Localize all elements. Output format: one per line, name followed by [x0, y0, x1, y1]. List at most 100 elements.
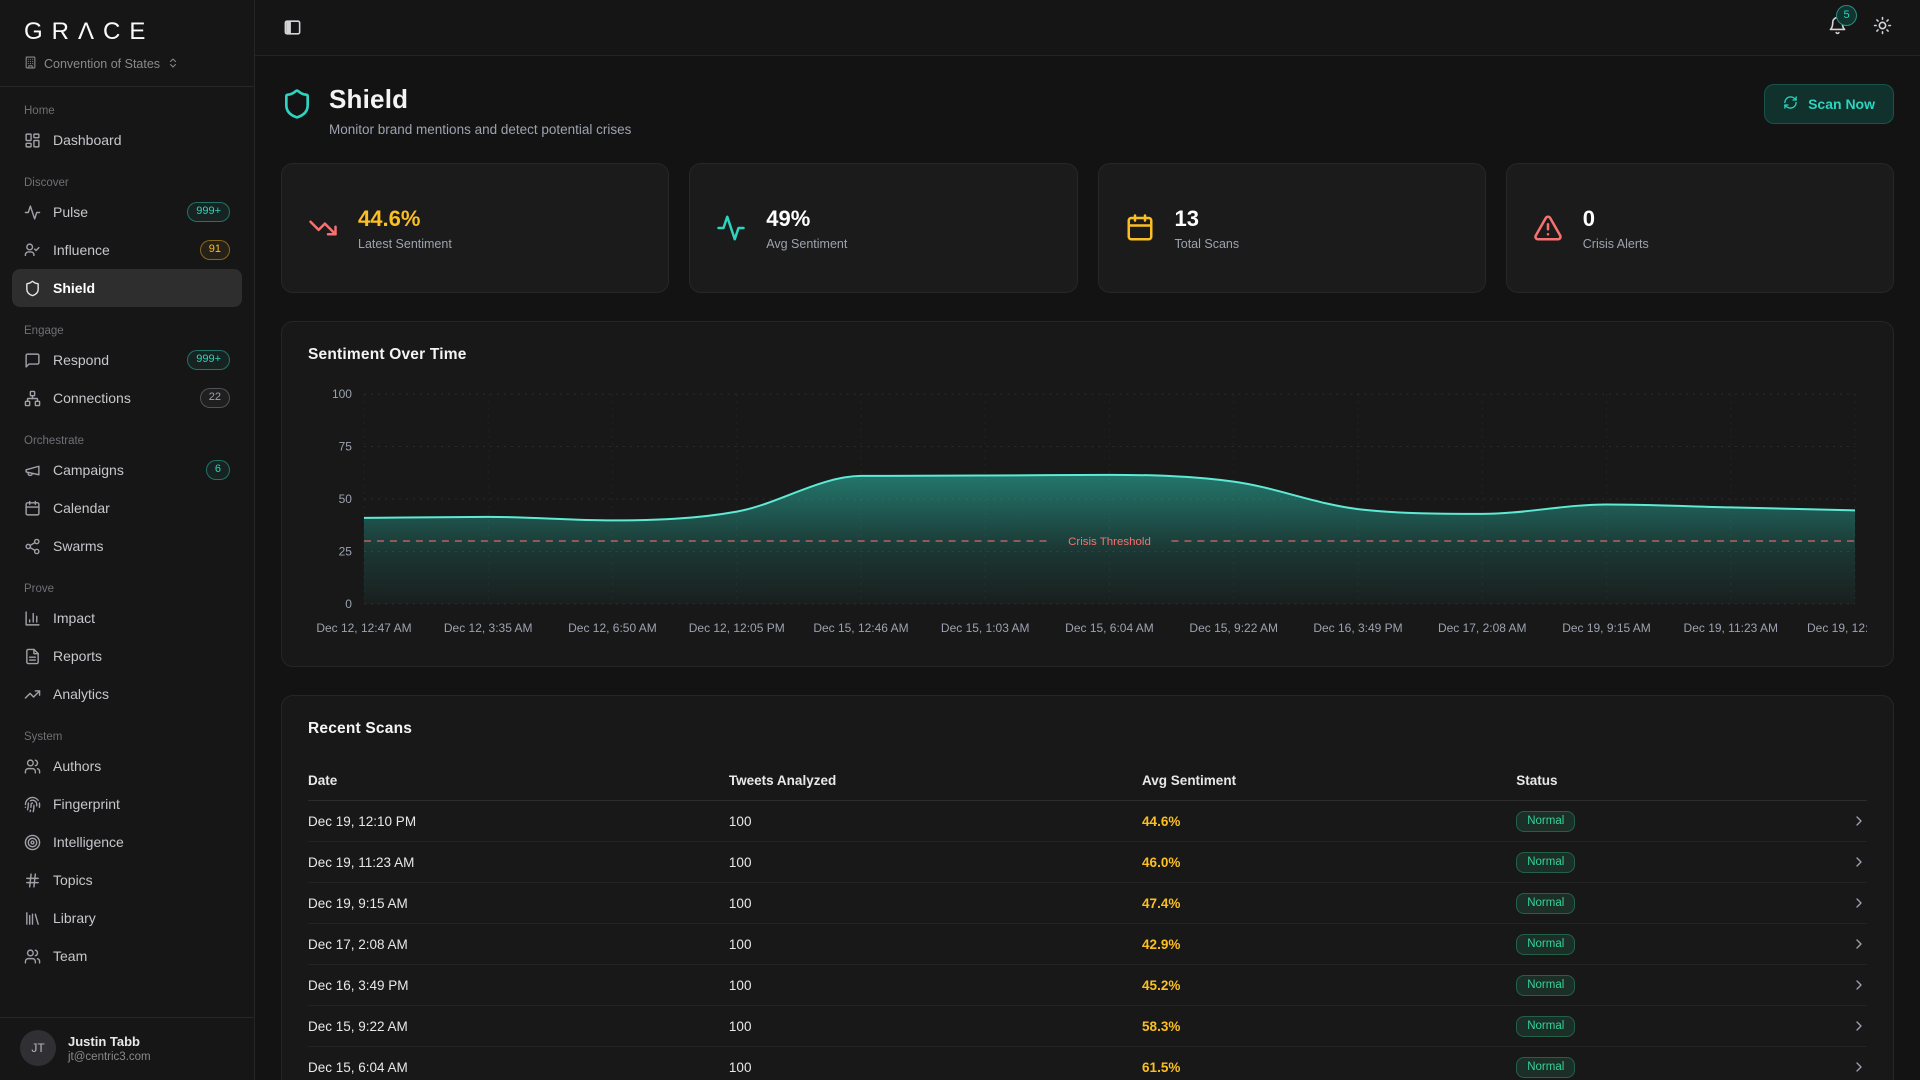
- cell-tweets: 100: [729, 937, 1142, 952]
- row-detail-button[interactable]: [1839, 813, 1867, 829]
- sidebar-item-connections[interactable]: Connections22: [12, 379, 242, 417]
- cell-sentiment: 44.6%: [1142, 814, 1516, 829]
- table-row[interactable]: Dec 15, 9:22 AM10058.3%Normal: [308, 1006, 1867, 1047]
- nav-section-engage: Engage Respond999+Connections22: [12, 325, 242, 417]
- row-detail-button[interactable]: [1839, 977, 1867, 993]
- cell-tweets: 100: [729, 978, 1142, 993]
- sidebar-item-label: Campaigns: [53, 462, 194, 478]
- sidebar-item-fingerprint[interactable]: Fingerprint: [12, 785, 242, 823]
- sidebar-item-label: Shield: [53, 280, 230, 296]
- row-detail-button[interactable]: [1839, 1059, 1867, 1075]
- chevron-right-icon: [1851, 1059, 1867, 1075]
- count-badge: 6: [206, 460, 230, 480]
- workspace-selector[interactable]: Convention of States: [24, 56, 230, 72]
- cell-sentiment: 42.9%: [1142, 937, 1516, 952]
- cell-sentiment: 61.5%: [1142, 1060, 1516, 1075]
- theme-toggle-button[interactable]: [1873, 16, 1892, 40]
- x-tick-label: Dec 15, 12:46 AM: [813, 621, 908, 635]
- table-row[interactable]: Dec 17, 2:08 AM10042.9%Normal: [308, 924, 1867, 965]
- cell-tweets: 100: [729, 1019, 1142, 1034]
- stat-card-latest-sentiment: 44.6%Latest Sentiment: [281, 163, 669, 293]
- count-badge: 999+: [187, 202, 230, 222]
- row-detail-button[interactable]: [1839, 854, 1867, 870]
- stats-row: 44.6%Latest Sentiment49%Avg Sentiment13T…: [281, 163, 1894, 293]
- sidebar-item-swarms[interactable]: Swarms: [12, 527, 242, 565]
- sidebar-item-label: Dashboard: [53, 132, 230, 148]
- sidebar-item-dashboard[interactable]: Dashboard: [12, 121, 242, 159]
- cell-sentiment: 47.4%: [1142, 896, 1516, 911]
- table-row[interactable]: Dec 19, 9:15 AM10047.4%Normal: [308, 883, 1867, 924]
- sidebar-item-label: Analytics: [53, 686, 230, 702]
- table-row[interactable]: Dec 16, 3:49 PM10045.2%Normal: [308, 965, 1867, 1006]
- sidebar-item-influence[interactable]: Influence91: [12, 231, 242, 269]
- sidebar-item-reports[interactable]: Reports: [12, 637, 242, 675]
- sidebar-item-label: Reports: [53, 648, 230, 664]
- cell-date: Dec 19, 9:15 AM: [308, 896, 729, 911]
- table-body: Dec 19, 12:10 PM10044.6%NormalDec 19, 11…: [308, 801, 1867, 1080]
- row-detail-button[interactable]: [1839, 936, 1867, 952]
- row-detail-button[interactable]: [1839, 1018, 1867, 1034]
- sidebar-item-label: Intelligence: [53, 834, 230, 850]
- status-badge: Normal: [1516, 852, 1575, 873]
- table-row[interactable]: Dec 15, 6:04 AM10061.5%Normal: [308, 1047, 1867, 1080]
- sidebar-item-pulse[interactable]: Pulse 999+: [12, 193, 242, 231]
- scan-now-button[interactable]: Scan Now: [1764, 84, 1894, 124]
- column-header-avg-sentiment: Avg Sentiment: [1142, 773, 1516, 788]
- main-area: 5 Shield Monitor brand mentions and dete…: [255, 0, 1920, 1080]
- cell-sentiment: 46.0%: [1142, 855, 1516, 870]
- x-tick-label: Dec 15, 1:03 AM: [941, 621, 1030, 635]
- sidebar-item-impact[interactable]: Impact: [12, 599, 242, 637]
- sidebar-item-label: Pulse: [53, 204, 175, 220]
- table-header-row: DateTweets AnalyzedAvg SentimentStatus: [308, 760, 1867, 801]
- chevron-right-icon: [1851, 895, 1867, 911]
- cell-status: Normal: [1516, 811, 1839, 832]
- sidebar-item-team[interactable]: Team: [12, 937, 242, 975]
- megaphone-icon: [24, 462, 41, 479]
- sidebar-item-shield[interactable]: Shield: [12, 269, 242, 307]
- sidebar-item-respond[interactable]: Respond999+: [12, 341, 242, 379]
- y-tick-label: 75: [339, 440, 353, 454]
- sun-icon: [1873, 16, 1892, 40]
- sidebar-item-intelligence[interactable]: Intelligence: [12, 823, 242, 861]
- calendar-icon: [1125, 213, 1155, 243]
- sidebar: GRΛCE Convention of States HomeDashboard…: [0, 0, 255, 1080]
- users-icon: [24, 758, 41, 775]
- cell-date: Dec 19, 11:23 AM: [308, 855, 729, 870]
- y-tick-label: 100: [332, 387, 352, 401]
- stat-label: Avg Sentiment: [766, 237, 847, 251]
- stat-card-avg-sentiment: 49%Avg Sentiment: [689, 163, 1077, 293]
- sidebar-item-label: Influence: [53, 242, 188, 258]
- sidebar-toggle-button[interactable]: [283, 18, 302, 37]
- sidebar-item-topics[interactable]: Topics: [12, 861, 242, 899]
- target-icon: [24, 834, 41, 851]
- x-tick-label: Dec 16, 3:49 PM: [1313, 621, 1402, 635]
- table-row[interactable]: Dec 19, 12:10 PM10044.6%Normal: [308, 801, 1867, 842]
- logo-block: GRΛCE Convention of States: [0, 0, 254, 87]
- sidebar-item-analytics[interactable]: Analytics: [12, 675, 242, 713]
- sidebar-item-campaigns[interactable]: Campaigns 6: [12, 451, 242, 489]
- sidebar-item-calendar[interactable]: Calendar: [12, 489, 242, 527]
- nav-section-label: Prove: [12, 583, 242, 595]
- chevron-right-icon: [1851, 854, 1867, 870]
- notifications-button[interactable]: 5: [1828, 16, 1847, 40]
- stat-value: 13: [1175, 206, 1240, 232]
- dashboard-icon: [24, 132, 41, 149]
- user-name: Justin Tabb: [68, 1034, 151, 1049]
- user-block[interactable]: JT Justin Tabb jt@centric3.com: [0, 1017, 254, 1080]
- hash-icon: [24, 872, 41, 889]
- sidebar-item-label: Authors: [53, 758, 230, 774]
- sentiment-area-chart: 0255075100Crisis ThresholdDec 12, 12:47 …: [308, 380, 1867, 642]
- sidebar-item-library[interactable]: Library: [12, 899, 242, 937]
- page-title: Shield: [329, 84, 631, 115]
- nav-section-label: Engage: [12, 325, 242, 337]
- alert-triangle-icon: [1533, 213, 1563, 243]
- sidebar-item-authors[interactable]: Authors: [12, 747, 242, 785]
- cell-status: Normal: [1516, 893, 1839, 914]
- row-detail-button[interactable]: [1839, 895, 1867, 911]
- table-row[interactable]: Dec 19, 11:23 AM10046.0%Normal: [308, 842, 1867, 883]
- stat-card-crisis-alerts: 0Crisis Alerts: [1506, 163, 1894, 293]
- column-header-tweets-analyzed: Tweets Analyzed: [729, 773, 1142, 788]
- panel-left-icon: [283, 18, 302, 37]
- chevron-right-icon: [1851, 977, 1867, 993]
- cell-date: Dec 15, 6:04 AM: [308, 1060, 729, 1075]
